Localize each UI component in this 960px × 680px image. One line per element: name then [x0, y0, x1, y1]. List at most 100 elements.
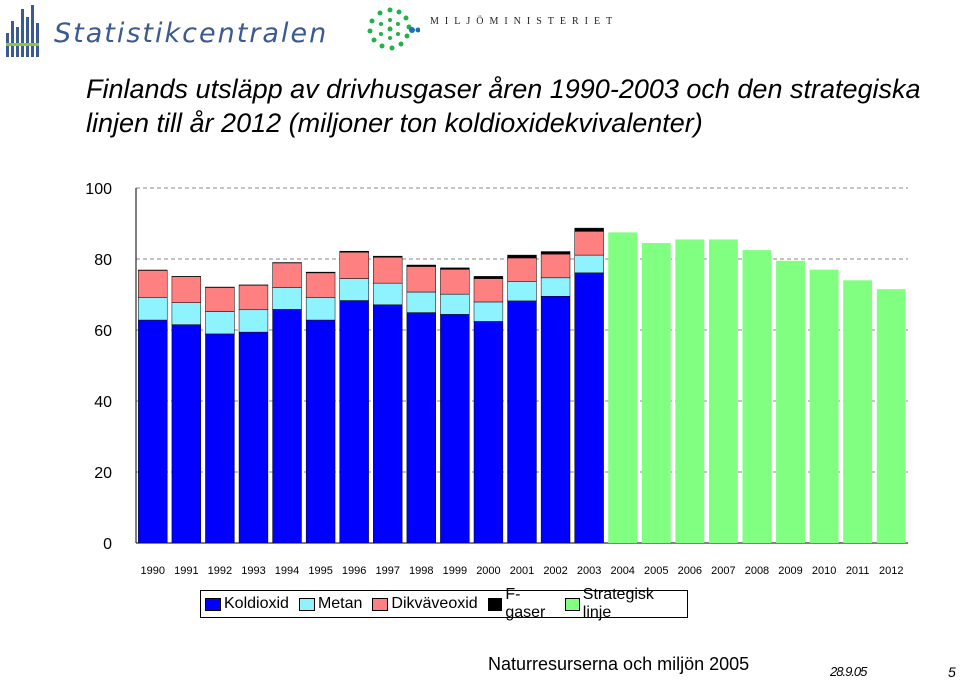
bar-strategisk-linje-2008 [743, 250, 772, 543]
legend-swatch [205, 598, 221, 611]
bar-strategisk-linje-2011 [843, 280, 872, 543]
x-tick-label-1993: 1993 [241, 565, 265, 577]
x-tick-label-2000: 2000 [476, 565, 500, 577]
bar-metan-2002 [541, 278, 570, 296]
x-tick-label-1997: 1997 [375, 565, 399, 577]
bar-koldioxid-2003 [575, 273, 604, 543]
bar-dikv-veoxid-2001 [508, 258, 537, 282]
legend-swatch [372, 598, 388, 611]
bar-strategisk-linje-2010 [810, 270, 839, 543]
bar-f-gaser-1997 [373, 256, 402, 257]
x-tick-label-2010: 2010 [812, 565, 836, 577]
bar-koldioxid-2000 [474, 321, 503, 543]
legend-label: Dikväveoxid [391, 595, 477, 613]
x-tick-label-1990: 1990 [141, 565, 165, 577]
bar-dikv-veoxid-1992 [205, 287, 234, 311]
bar-metan-2001 [508, 282, 537, 301]
bar-metan-2000 [474, 302, 503, 322]
bar-metan-1991 [172, 303, 201, 325]
bar-f-gaser-1995 [306, 272, 335, 273]
legend-entry-koldioxid: Koldioxid [205, 595, 289, 613]
bar-koldioxid-1991 [172, 325, 201, 543]
legend-label: Koldioxid [224, 595, 289, 613]
bar-dikv-veoxid-2002 [541, 254, 570, 278]
bar-metan-1999 [440, 294, 469, 314]
bar-dikv-veoxid-1991 [172, 277, 201, 303]
x-tick-label-1996: 1996 [342, 565, 366, 577]
bar-f-gaser-2000 [474, 276, 503, 278]
footer-date: 28.9.05 [830, 664, 866, 679]
x-tick-label-2008: 2008 [745, 565, 769, 577]
x-tick-label-1992: 1992 [208, 565, 232, 577]
legend-entry-metan: Metan [299, 595, 362, 613]
y-tick-label-80: 80 [94, 252, 112, 269]
bar-strategisk-linje-2004 [608, 232, 637, 543]
y-tick-label-20: 20 [94, 465, 112, 482]
bar-koldioxid-1994 [273, 309, 302, 543]
x-tick-label-2009: 2009 [778, 565, 802, 577]
bar-dikv-veoxid-1994 [273, 263, 302, 287]
bar-metan-1994 [273, 287, 302, 309]
bar-koldioxid-2002 [541, 296, 570, 543]
x-tick-label-1994: 1994 [275, 565, 299, 577]
bar-metan-1996 [340, 279, 369, 301]
bar-strategisk-linje-2005 [642, 243, 671, 543]
x-tick-label-1991: 1991 [174, 565, 198, 577]
y-tick-label-0: 0 [103, 536, 112, 553]
bar-strategisk-linje-2007 [709, 239, 738, 543]
x-tick-label-2007: 2007 [711, 565, 735, 577]
bar-strategisk-linje-2009 [776, 261, 805, 543]
bar-koldioxid-1990 [138, 320, 167, 543]
bar-strategisk-linje-2006 [675, 239, 704, 543]
x-tick-label-2006: 2006 [678, 565, 702, 577]
legend-label: Strategisk linje [583, 586, 677, 622]
bar-koldioxid-2001 [508, 301, 537, 543]
bar-koldioxid-1992 [205, 334, 234, 543]
bar-metan-1990 [138, 297, 167, 320]
bar-f-gaser-1999 [440, 268, 469, 269]
bar-dikv-veoxid-1990 [138, 270, 167, 297]
bar-dikv-veoxid-2003 [575, 231, 604, 255]
footer-source: Naturresurserna och miljön 2005 [488, 654, 749, 675]
x-tick-label-2003: 2003 [577, 565, 601, 577]
x-tick-label-1998: 1998 [409, 565, 433, 577]
bar-dikv-veoxid-2000 [474, 279, 503, 302]
page-number: 5 [948, 664, 956, 680]
x-tick-label-1995: 1995 [308, 565, 332, 577]
x-tick-label-2012: 2012 [879, 565, 903, 577]
bar-dikv-veoxid-1997 [373, 257, 402, 283]
x-tick-label-2011: 2011 [846, 565, 870, 577]
legend-entry-f-gaser: F-gaser [488, 586, 555, 622]
x-tick-label-2001: 2001 [510, 565, 534, 577]
bar-koldioxid-1993 [239, 332, 268, 543]
x-tick-label-1999: 1999 [443, 565, 467, 577]
y-tick-label-40: 40 [94, 394, 112, 411]
bar-metan-1995 [306, 298, 335, 320]
bar-f-gaser-1996 [340, 251, 369, 252]
legend-swatch [565, 598, 580, 611]
legend-swatch [299, 598, 315, 611]
y-tick-label-60: 60 [94, 323, 112, 340]
x-tick-label-2005: 2005 [644, 565, 668, 577]
legend-swatch [488, 598, 503, 611]
bar-koldioxid-1995 [306, 320, 335, 543]
legend-label: F-gaser [505, 586, 555, 622]
legend-entry-dikv-veoxid: Dikväveoxid [372, 595, 477, 613]
y-tick-label-100: 100 [85, 181, 112, 198]
bar-dikv-veoxid-1993 [239, 285, 268, 309]
bar-dikv-veoxid-1995 [306, 273, 335, 298]
bar-dikv-veoxid-1999 [440, 269, 469, 294]
legend-entry-strategisk-linje: Strategisk linje [565, 586, 677, 622]
bar-metan-1998 [407, 292, 436, 313]
bar-metan-1997 [373, 283, 402, 305]
bar-metan-2003 [575, 255, 604, 273]
bar-koldioxid-1999 [440, 314, 469, 543]
bar-f-gaser-2002 [541, 252, 570, 254]
bar-koldioxid-1996 [340, 301, 369, 543]
x-tick-label-2004: 2004 [610, 565, 634, 577]
legend-label: Metan [318, 595, 362, 613]
bar-strategisk-linje-2012 [877, 289, 906, 543]
bar-metan-1992 [205, 312, 234, 334]
